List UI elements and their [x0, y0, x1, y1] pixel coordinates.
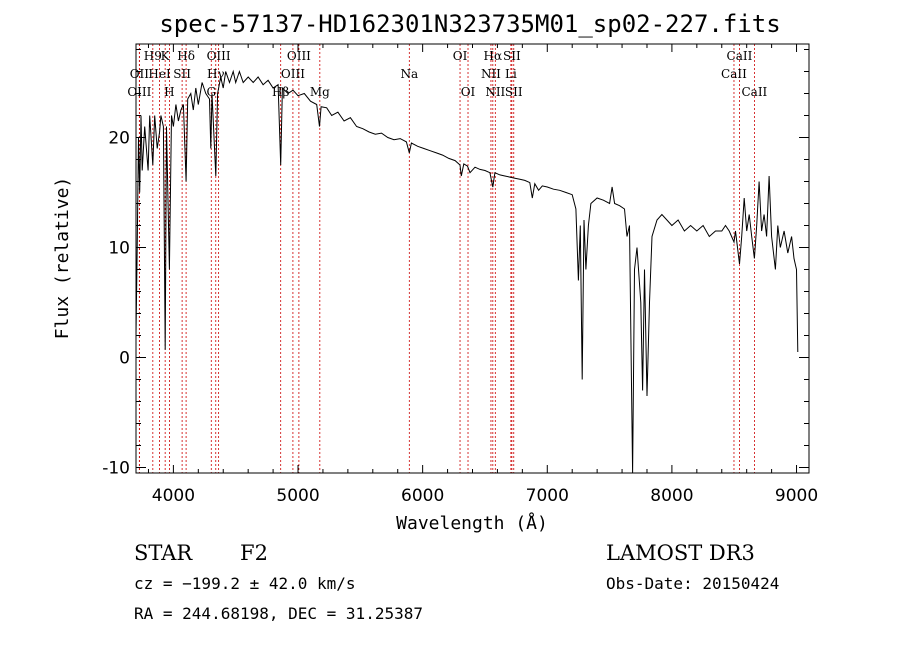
spectral-line-label: Na	[400, 67, 418, 81]
spectral-line-label: K	[161, 49, 171, 63]
y-tick-label: 20	[108, 129, 130, 149]
spectral-line-label: Mg	[310, 85, 330, 99]
spectral-line-markers	[138, 44, 755, 473]
spectral-line-label: Hγ	[207, 67, 225, 81]
spectral-line-label: CaII	[741, 85, 767, 99]
plot-frame	[135, 43, 810, 474]
spectral-line-label: G	[206, 85, 216, 99]
spectral-line-label: SII	[503, 49, 521, 63]
object-class: STAR	[134, 541, 193, 565]
spectral-line-label: OI	[461, 85, 476, 99]
spectral-line-label: CaII	[727, 49, 753, 63]
x-tick-label: 7000	[526, 486, 569, 506]
spectral-line-label: OIII	[281, 67, 305, 81]
spectrum-line	[135, 69, 799, 474]
y-axis-label: Flux (relative)	[52, 177, 73, 340]
spectral-line-label: Hδ	[177, 49, 195, 63]
x-tick-label: 5000	[276, 486, 319, 506]
x-axis-label: Wavelength (Å)	[396, 512, 548, 534]
coordinates: RA = 244.68198, DEC = 31.25387	[134, 604, 423, 623]
spectral-line-label: H	[164, 85, 174, 99]
spectral-line-label: OIII	[207, 49, 231, 63]
spectral-line-label: NII	[485, 85, 505, 99]
spectral-line-label: Hβ	[272, 85, 289, 99]
redshift-text: cz = −199.2 ± 42.0 km/s	[134, 574, 356, 593]
spectral-line-label: SII	[173, 67, 191, 81]
x-tick-label: 9000	[775, 486, 818, 506]
x-axis-ticks: 4000 5000 6000 7000 8000 9000	[147, 44, 818, 506]
y-tick-label: -10	[102, 459, 130, 479]
spectral-line-label: CaII	[721, 67, 747, 81]
spectral-line-label: OIII	[287, 49, 311, 63]
spectral-line-label: SII	[505, 85, 523, 99]
chart-title: spec-57137-HD162301N323735M01_sp02-227.f…	[159, 10, 780, 38]
survey-name: LAMOST DR3	[606, 541, 755, 565]
spectral-line-label: Hα	[484, 49, 503, 63]
x-tick-label: 4000	[152, 486, 195, 506]
spectral-line-label: Li	[505, 67, 517, 81]
object-subclass: F2	[240, 541, 268, 565]
spectral-line-label: OIII	[127, 85, 151, 99]
spectral-line-label: NII	[481, 67, 501, 81]
obs-date: Obs-Date: 20150424	[606, 574, 779, 593]
spectral-line-label: H9	[144, 49, 162, 63]
spectral-line-label: HeI	[148, 67, 171, 81]
spectral-line-label: OII	[130, 67, 150, 81]
spectral-line-label: OI	[453, 49, 468, 63]
y-tick-label: 0	[119, 349, 130, 369]
y-tick-label: 10	[108, 239, 130, 259]
y-axis-ticks: -10 0 10 20	[102, 49, 809, 479]
x-tick-label: 8000	[650, 486, 693, 506]
x-tick-label: 6000	[401, 486, 444, 506]
